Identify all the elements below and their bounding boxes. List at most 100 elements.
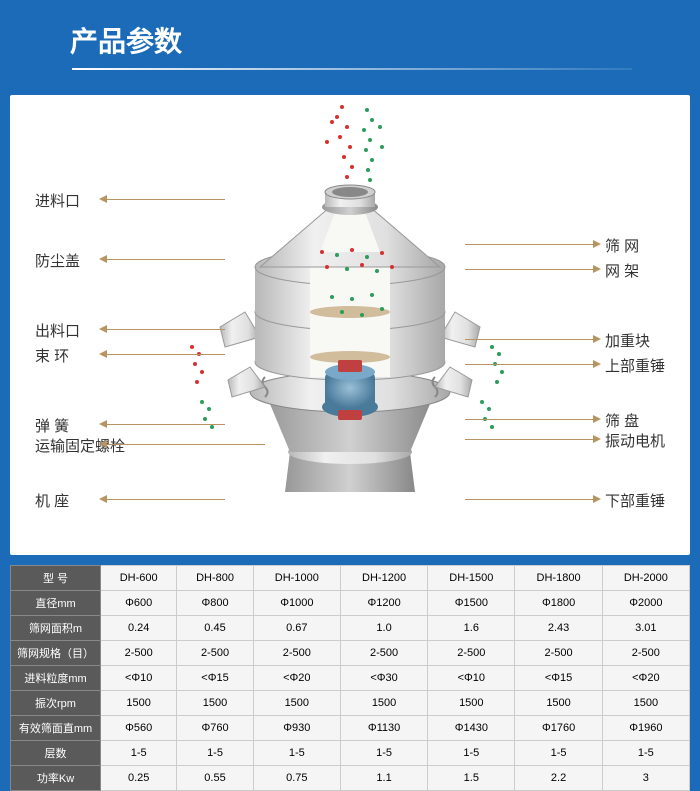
label-left-2: 出料口: [35, 320, 80, 341]
title-underline: [72, 68, 632, 70]
label-left-5: 运输固定螺栓: [35, 435, 125, 456]
data-cell: Φ1760: [515, 716, 602, 741]
arrow-head: [99, 325, 107, 333]
row-header-cell: 筛网面积m: [11, 616, 101, 641]
data-cell: 0.24: [101, 616, 177, 641]
data-cell: 1.1: [340, 766, 427, 791]
data-cell: Φ1000: [253, 591, 340, 616]
data-cell: Φ1130: [340, 716, 427, 741]
data-cell: 3: [602, 766, 689, 791]
table-row: 层数1-51-51-51-51-51-51-5: [11, 741, 690, 766]
label-left-0: 进料口: [35, 190, 80, 211]
interior-particles: [310, 245, 410, 365]
data-cell: Φ2000: [602, 591, 689, 616]
data-cell: 1500: [428, 691, 515, 716]
row-header-cell: 功率Kw: [11, 766, 101, 791]
table-header-row: 型 号DH-600DH-800DH-1000DH-1200DH-1500DH-1…: [11, 566, 690, 591]
data-cell: <Φ30: [340, 666, 427, 691]
row-header-cell: 振次rpm: [11, 691, 101, 716]
table-row: 进料粒度mm<Φ10<Φ15<Φ20<Φ30<Φ10<Φ15<Φ20: [11, 666, 690, 691]
data-cell: Φ560: [101, 716, 177, 741]
arrow-line: [105, 354, 225, 355]
arrow-head: [99, 350, 107, 358]
data-cell: 0.67: [253, 616, 340, 641]
data-cell: 0.55: [177, 766, 253, 791]
diagram-container: 进料口防尘盖出料口束 环弹 簧运输固定螺栓机 座筛 网网 架加重块上部重锤筛 盘…: [10, 95, 690, 555]
arrow-head: [593, 360, 601, 368]
data-cell: Φ760: [177, 716, 253, 741]
table-row: 筛网面积m0.240.450.671.01.62.433.01: [11, 616, 690, 641]
label-right-5: 振动电机: [605, 430, 665, 451]
data-cell: Φ1200: [340, 591, 427, 616]
arrow-head: [99, 440, 107, 448]
data-cell: 1-5: [515, 741, 602, 766]
row-header-cell: 层数: [11, 741, 101, 766]
data-cell: 1-5: [177, 741, 253, 766]
data-cell: <Φ15: [177, 666, 253, 691]
header-cell: 型 号: [11, 566, 101, 591]
data-cell: 2-500: [253, 641, 340, 666]
data-cell: Φ1500: [428, 591, 515, 616]
data-cell: 0.75: [253, 766, 340, 791]
label-right-2: 加重块: [605, 330, 650, 351]
arrow-head: [99, 195, 107, 203]
data-cell: Φ930: [253, 716, 340, 741]
label-left-3: 束 环: [35, 345, 69, 366]
model-cell: DH-600: [101, 566, 177, 591]
table-row: 直径mmΦ600Φ800Φ1000Φ1200Φ1500Φ1800Φ2000: [11, 591, 690, 616]
data-cell: <Φ20: [253, 666, 340, 691]
data-cell: 1500: [515, 691, 602, 716]
arrow-line: [465, 364, 595, 365]
data-cell: 1500: [253, 691, 340, 716]
outlet-left-particles: [185, 340, 225, 390]
outlet-right2-particles: [475, 395, 515, 435]
data-cell: Φ600: [101, 591, 177, 616]
arrow-head: [593, 335, 601, 343]
data-cell: 1.0: [340, 616, 427, 641]
data-cell: 0.25: [101, 766, 177, 791]
data-cell: Φ1430: [428, 716, 515, 741]
row-header-cell: 筛网规格（目）: [11, 641, 101, 666]
model-cell: DH-1500: [428, 566, 515, 591]
outlet-right-particles: [485, 340, 525, 390]
data-cell: 1.5: [428, 766, 515, 791]
arrow-head: [99, 420, 107, 428]
outlet-left2-particles: [195, 395, 235, 435]
arrow-head: [99, 255, 107, 263]
data-cell: 1500: [101, 691, 177, 716]
data-cell: <Φ20: [602, 666, 689, 691]
data-cell: 2-500: [602, 641, 689, 666]
model-cell: DH-2000: [602, 566, 689, 591]
model-cell: DH-1200: [340, 566, 427, 591]
data-cell: Φ1960: [602, 716, 689, 741]
arrow-head: [593, 240, 601, 248]
table-row: 功率Kw0.250.550.751.11.52.23: [11, 766, 690, 791]
model-cell: DH-1800: [515, 566, 602, 591]
arrow-line: [465, 269, 595, 270]
arrow-line: [105, 424, 225, 425]
data-cell: 1-5: [602, 741, 689, 766]
data-cell: <Φ15: [515, 666, 602, 691]
spec-table: 型 号DH-600DH-800DH-1000DH-1200DH-1500DH-1…: [10, 565, 690, 791]
page-title: 产品参数: [70, 20, 700, 60]
label-right-3: 上部重锤: [605, 355, 665, 376]
header: 产品参数: [0, 0, 700, 80]
row-header-cell: 有效筛面直mm: [11, 716, 101, 741]
row-header-cell: 进料粒度mm: [11, 666, 101, 691]
data-cell: 1-5: [101, 741, 177, 766]
data-cell: 1-5: [428, 741, 515, 766]
arrow-line: [465, 499, 595, 500]
arrow-line: [465, 419, 595, 420]
data-cell: <Φ10: [428, 666, 515, 691]
data-cell: 2.43: [515, 616, 602, 641]
table-row: 筛网规格（目）2-5002-5002-5002-5002-5002-5002-5…: [11, 641, 690, 666]
data-cell: 2-500: [177, 641, 253, 666]
arrow-line: [105, 199, 225, 200]
data-cell: 2-500: [340, 641, 427, 666]
arrow-head: [593, 495, 601, 503]
data-cell: 2-500: [515, 641, 602, 666]
spec-table-container: 型 号DH-600DH-800DH-1000DH-1200DH-1500DH-1…: [10, 565, 690, 791]
label-right-6: 下部重锤: [605, 490, 665, 511]
row-header-cell: 直径mm: [11, 591, 101, 616]
label-left-1: 防尘盖: [35, 250, 80, 271]
